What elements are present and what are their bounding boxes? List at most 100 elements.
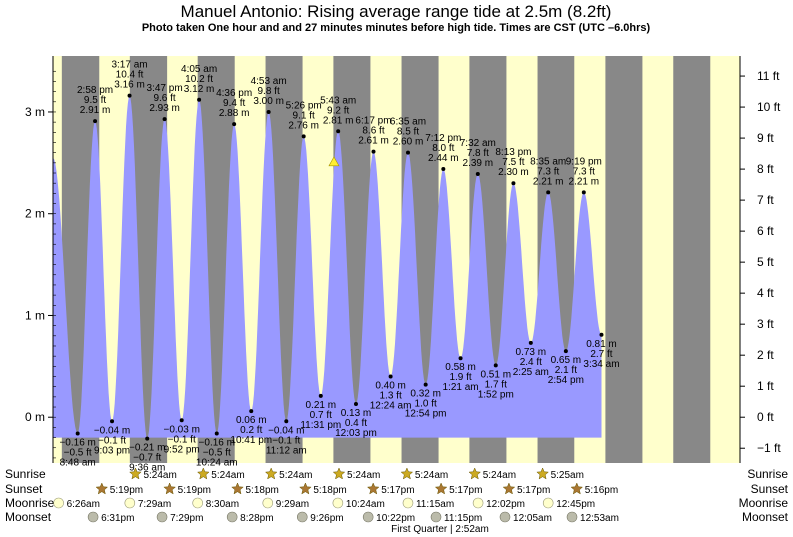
tide-point — [266, 109, 271, 114]
tide-label: −0.16 m — [59, 437, 95, 448]
sunset-icon — [570, 482, 584, 495]
tide-point — [423, 382, 428, 387]
tide-label: 3.16 m — [114, 80, 145, 91]
moonset-icon — [499, 511, 511, 523]
tide-point — [528, 340, 533, 345]
tide-label: 2.30 m — [498, 167, 529, 178]
tide-point — [353, 401, 358, 406]
moonrise-icon — [262, 497, 274, 509]
tide-point — [458, 356, 463, 361]
tide-label: 0.06 m — [236, 415, 267, 426]
left-tick-label: 3 m — [25, 105, 45, 119]
tide-label: −0.1 ft — [98, 435, 126, 446]
left-tick-label: 1 m — [25, 308, 45, 322]
sunset-icon — [366, 482, 380, 495]
tide-label: 8.6 ft — [362, 126, 384, 137]
moonset-icon — [296, 511, 308, 523]
right-tick-label: 0 ft — [757, 410, 774, 424]
tide-label: −0.21 m — [129, 443, 165, 454]
tide-label: 3:34 am — [583, 359, 619, 370]
tide-label: 1.0 ft — [415, 399, 437, 410]
sunrise-icon — [264, 467, 278, 480]
tide-point — [284, 419, 289, 424]
tide-label: 2.93 m — [149, 103, 180, 114]
tide-label: 7.3 ft — [573, 166, 595, 177]
moonset-icon — [362, 511, 374, 523]
tide-label: 2.61 m — [358, 136, 389, 147]
tide-label: 12:24 am — [370, 401, 412, 412]
tide-point — [371, 149, 376, 154]
moonrise-time: 8:30am — [206, 499, 239, 510]
tide-label: 11:12 am — [266, 445, 307, 456]
moonrise-time: 6:26am — [67, 499, 100, 510]
moonrise-time: 11:15am — [416, 499, 454, 510]
chart-title: Manuel Antonio: Rising average range tid… — [181, 2, 612, 21]
right-tick-label: 10 ft — [757, 100, 781, 114]
moonrise-icon — [124, 497, 136, 509]
photo-marker — [328, 156, 340, 167]
tide-label: 4:53 am — [251, 76, 287, 87]
tide-label: 2:54 pm — [548, 375, 584, 386]
tide-point — [511, 181, 516, 186]
tide-label: 7:32 am — [460, 138, 496, 149]
tide-area — [53, 95, 602, 439]
tide-label: 8:35 am — [530, 156, 566, 167]
tide-point — [475, 172, 480, 177]
right-tick-label: 11 ft — [757, 69, 780, 83]
tide-label: 0.51 m — [480, 369, 511, 380]
tide-point — [214, 431, 219, 436]
sunrise-time: 5:24am — [347, 470, 380, 481]
axes: 0 m 1 m 2 m 3 m −1 ft 0 ft 1 ft 2 ft 3 ft 4 ft 5 f… — [25, 56, 781, 463]
moonset-icon — [226, 511, 238, 523]
sunrise-icon — [332, 467, 346, 480]
tide-point — [546, 190, 551, 195]
tide-point — [563, 349, 568, 354]
sunset-time: 5:18pm — [246, 485, 279, 496]
row-label-right: Moonrise — [739, 496, 789, 510]
tide-label: −0.5 ft — [203, 447, 231, 458]
moonset-icon — [430, 511, 442, 523]
sunrise-time: 5:24am — [211, 470, 244, 481]
sunrise-icon — [129, 467, 142, 480]
moonset-time: 11:15pm — [444, 513, 482, 524]
sunrise-time: 5:25am — [551, 470, 584, 481]
tide-label: 2.91 m — [80, 105, 111, 116]
tide-label: 1.9 ft — [449, 372, 471, 383]
sunset-time: 5:16pm — [585, 485, 618, 496]
tide-label: 10.2 ft — [185, 74, 213, 85]
moonrise-icon — [472, 497, 484, 509]
row-label-left: Moonrise — [5, 496, 55, 510]
tide-label: 1.7 ft — [485, 379, 507, 390]
row-label-right: Moonset — [742, 510, 789, 524]
tide-label: 0.58 m — [445, 362, 476, 373]
tide-point — [162, 117, 167, 122]
tide-label: 10.4 ft — [116, 70, 144, 81]
tide-point — [232, 122, 237, 127]
sunset-icon — [95, 482, 109, 495]
tide-label: −0.16 m — [199, 437, 235, 448]
sunset-time: 5:17pm — [381, 485, 414, 496]
tide-label: 11:31 pm — [300, 420, 341, 431]
row-label-left: Sunrise — [5, 467, 46, 481]
moonrise-icon — [332, 497, 344, 509]
sunrise-time: 5:24am — [279, 470, 312, 481]
tide-point — [145, 436, 150, 441]
moonset-time: 10:22pm — [376, 513, 415, 524]
tide-label: 9.8 ft — [258, 86, 280, 97]
sunrise-time: 5:24am — [143, 470, 176, 481]
sunrise-icon — [536, 467, 549, 480]
sunset-icon — [231, 482, 244, 495]
moonrise-time: 7:29am — [138, 499, 171, 510]
moonrise-time: 9:29am — [276, 499, 309, 510]
right-tick-label: 2 ft — [757, 348, 774, 362]
sunrise-icon — [400, 467, 414, 480]
chart-subtitle: Photo taken One hour and and 27 minutes … — [142, 22, 651, 34]
tide-label: 9.1 ft — [293, 110, 315, 121]
tide-label: 5:43 am — [320, 95, 356, 106]
tide-point — [493, 363, 498, 368]
tide-label: 1:52 pm — [478, 389, 514, 400]
tide-label: 2.81 m — [323, 115, 354, 126]
sunrise-icon — [468, 467, 482, 480]
right-tick-label: 8 ft — [757, 162, 774, 176]
